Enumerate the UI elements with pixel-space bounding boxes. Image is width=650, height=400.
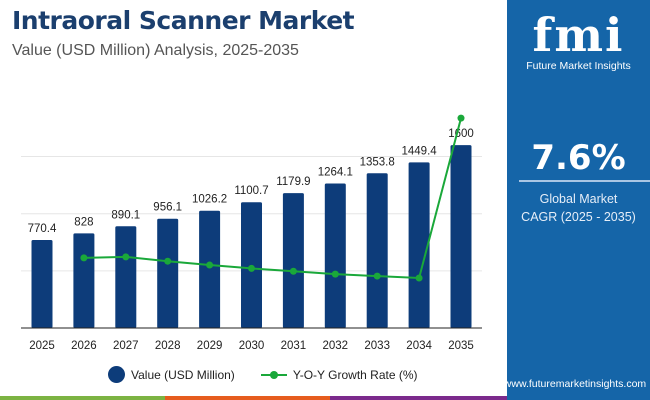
growth-point (289, 267, 297, 275)
divider (519, 180, 650, 182)
stripe-orange (165, 396, 330, 400)
cagr-value: 7.6% (531, 138, 626, 178)
growth-point (164, 257, 172, 265)
bar (366, 173, 388, 328)
x-tick-label: 2030 (239, 340, 265, 352)
growth-point (331, 270, 339, 278)
bar (31, 239, 53, 328)
x-tick-label: 2032 (323, 340, 349, 352)
bar-label: 1449.4 (402, 145, 438, 157)
bar-label: 770.4 (28, 223, 57, 235)
stripe-green (0, 396, 165, 400)
legend: Value (USD Million) Y-O-Y Growth Rate (%… (108, 366, 418, 383)
bar (282, 193, 304, 328)
bar-label: 1264.1 (318, 167, 353, 179)
legend-bar-swatch (108, 366, 125, 383)
logo-text: Future Market Insights (526, 60, 631, 72)
chart: 770.4 2025 828 2026 890.1 2027 956.1 2028 1026.2… (21, 114, 482, 352)
side-panel: fmi Future Market Insights 7.6% Global M… (504, 0, 650, 400)
x-tick-label: 2033 (364, 340, 390, 352)
bar-label: 1179.9 (276, 176, 310, 188)
page-subtitle: Value (USD Million) Analysis, 2025-2035 (12, 42, 299, 59)
cagr-label: Global Market CAGR (2025 - 2035) (507, 190, 650, 226)
bar-label: 1353.8 (360, 156, 395, 168)
x-tick-label: 2031 (281, 340, 307, 352)
growth-point (122, 253, 130, 261)
bar (73, 233, 95, 328)
x-tick-label: 2035 (448, 340, 474, 352)
cagr-label-line2: CAGR (2025 - 2035) (521, 210, 636, 224)
bar (450, 145, 472, 328)
x-tick-label: 2026 (71, 340, 97, 352)
x-tick-label: 2025 (29, 340, 55, 352)
website-link[interactable]: www.futuremarketinsights.com (503, 378, 647, 390)
legend-line-swatch (260, 370, 287, 379)
growth-line (83, 117, 462, 280)
bar-label: 1100.7 (234, 185, 268, 197)
growth-point (373, 272, 381, 280)
bar (157, 218, 179, 328)
bar-label: 890.1 (111, 209, 140, 221)
growth-point (415, 274, 423, 282)
page-title: Intraoral Scanner Market (12, 6, 355, 35)
bar-label: 828 (74, 216, 93, 228)
cagr-label-line1: Global Market (539, 192, 618, 206)
legend-line-label: Y-O-Y Growth Rate (%) (292, 367, 418, 382)
growth-point (80, 254, 88, 262)
legend-bar-label: Value (USD Million) (131, 367, 235, 382)
bar-label: 956.1 (153, 202, 182, 214)
x-tick-label: 2027 (113, 340, 139, 352)
x-tick-label: 2034 (406, 340, 432, 352)
bar (199, 210, 221, 328)
growth-point (248, 264, 255, 272)
bar (115, 226, 137, 328)
x-tick-label: 2028 (155, 340, 181, 352)
x-tick-label: 2029 (197, 340, 223, 352)
bar-label: 1600 (448, 128, 474, 140)
logo-mark: fmi (532, 8, 625, 62)
fmi-logo: fmi Future Market Insights (507, 8, 650, 72)
growth-point (457, 114, 465, 122)
growth-point (206, 261, 214, 269)
stripe-purple (330, 396, 510, 400)
bar (408, 162, 430, 328)
bar-label: 1026.2 (192, 194, 227, 206)
bar (324, 183, 346, 328)
